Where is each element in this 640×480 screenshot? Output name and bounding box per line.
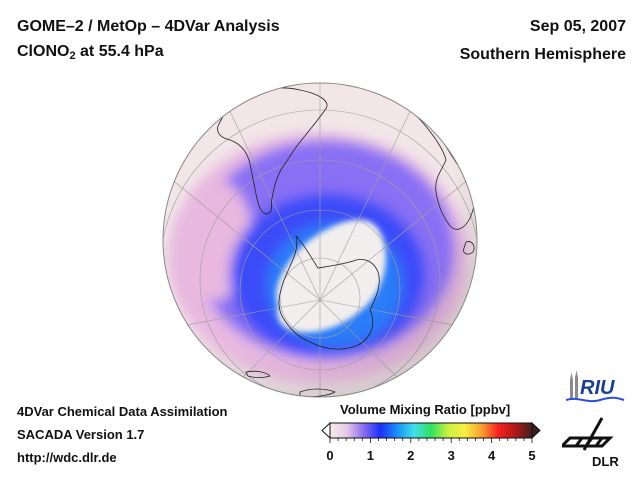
colorbar-title: Volume Mixing Ratio [ppbv] bbox=[340, 402, 511, 417]
pressure-level: at 55.4 hPa bbox=[75, 43, 164, 60]
species-subscript: 2 bbox=[69, 50, 76, 62]
globe-outline bbox=[162, 82, 478, 398]
colorbar-tick-label: 2 bbox=[407, 448, 414, 463]
species-name: ClONO bbox=[17, 43, 70, 60]
river-wave bbox=[566, 396, 625, 403]
footer-url[interactable]: http://wdc.dlr.de bbox=[17, 450, 117, 465]
colorbar-tick-label: 3 bbox=[448, 448, 455, 463]
footer-version: SACADA Version 1.7 bbox=[17, 427, 145, 442]
cathedral-icon bbox=[570, 370, 578, 398]
globe-map bbox=[162, 82, 478, 398]
colorbar-over-arrow bbox=[531, 421, 541, 440]
dlr-logo-text: DLR bbox=[592, 454, 619, 469]
analysis-date: Sep 05, 2007 bbox=[529, 18, 626, 35]
colorbar-gradient bbox=[329, 422, 533, 439]
riu-logo-text: RIU bbox=[580, 377, 615, 399]
colorbar-tick-label: 4 bbox=[488, 448, 496, 463]
colorbar-tick-label: 0 bbox=[326, 448, 333, 463]
colorbar-tick-label: 5 bbox=[528, 448, 535, 463]
map-title: GOME–2 / MetOp – 4DVar Analysis bbox=[17, 18, 280, 35]
colorbar-under-arrow bbox=[321, 421, 331, 440]
footer-system-name: 4DVar Chemical Data Assimilation bbox=[17, 404, 228, 419]
colorbar: 0 1 2 3 4 5 bbox=[321, 421, 541, 463]
species-level-label: ClONO2 at 55.4 hPa bbox=[17, 43, 164, 62]
hemisphere-label: Southern Hemisphere bbox=[459, 46, 626, 63]
dlr-emblem-icon bbox=[562, 417, 614, 451]
colorbar-tick-label: 1 bbox=[367, 448, 374, 463]
riu-logo: RIU bbox=[566, 370, 625, 403]
dlr-logo: DLR bbox=[562, 417, 619, 469]
